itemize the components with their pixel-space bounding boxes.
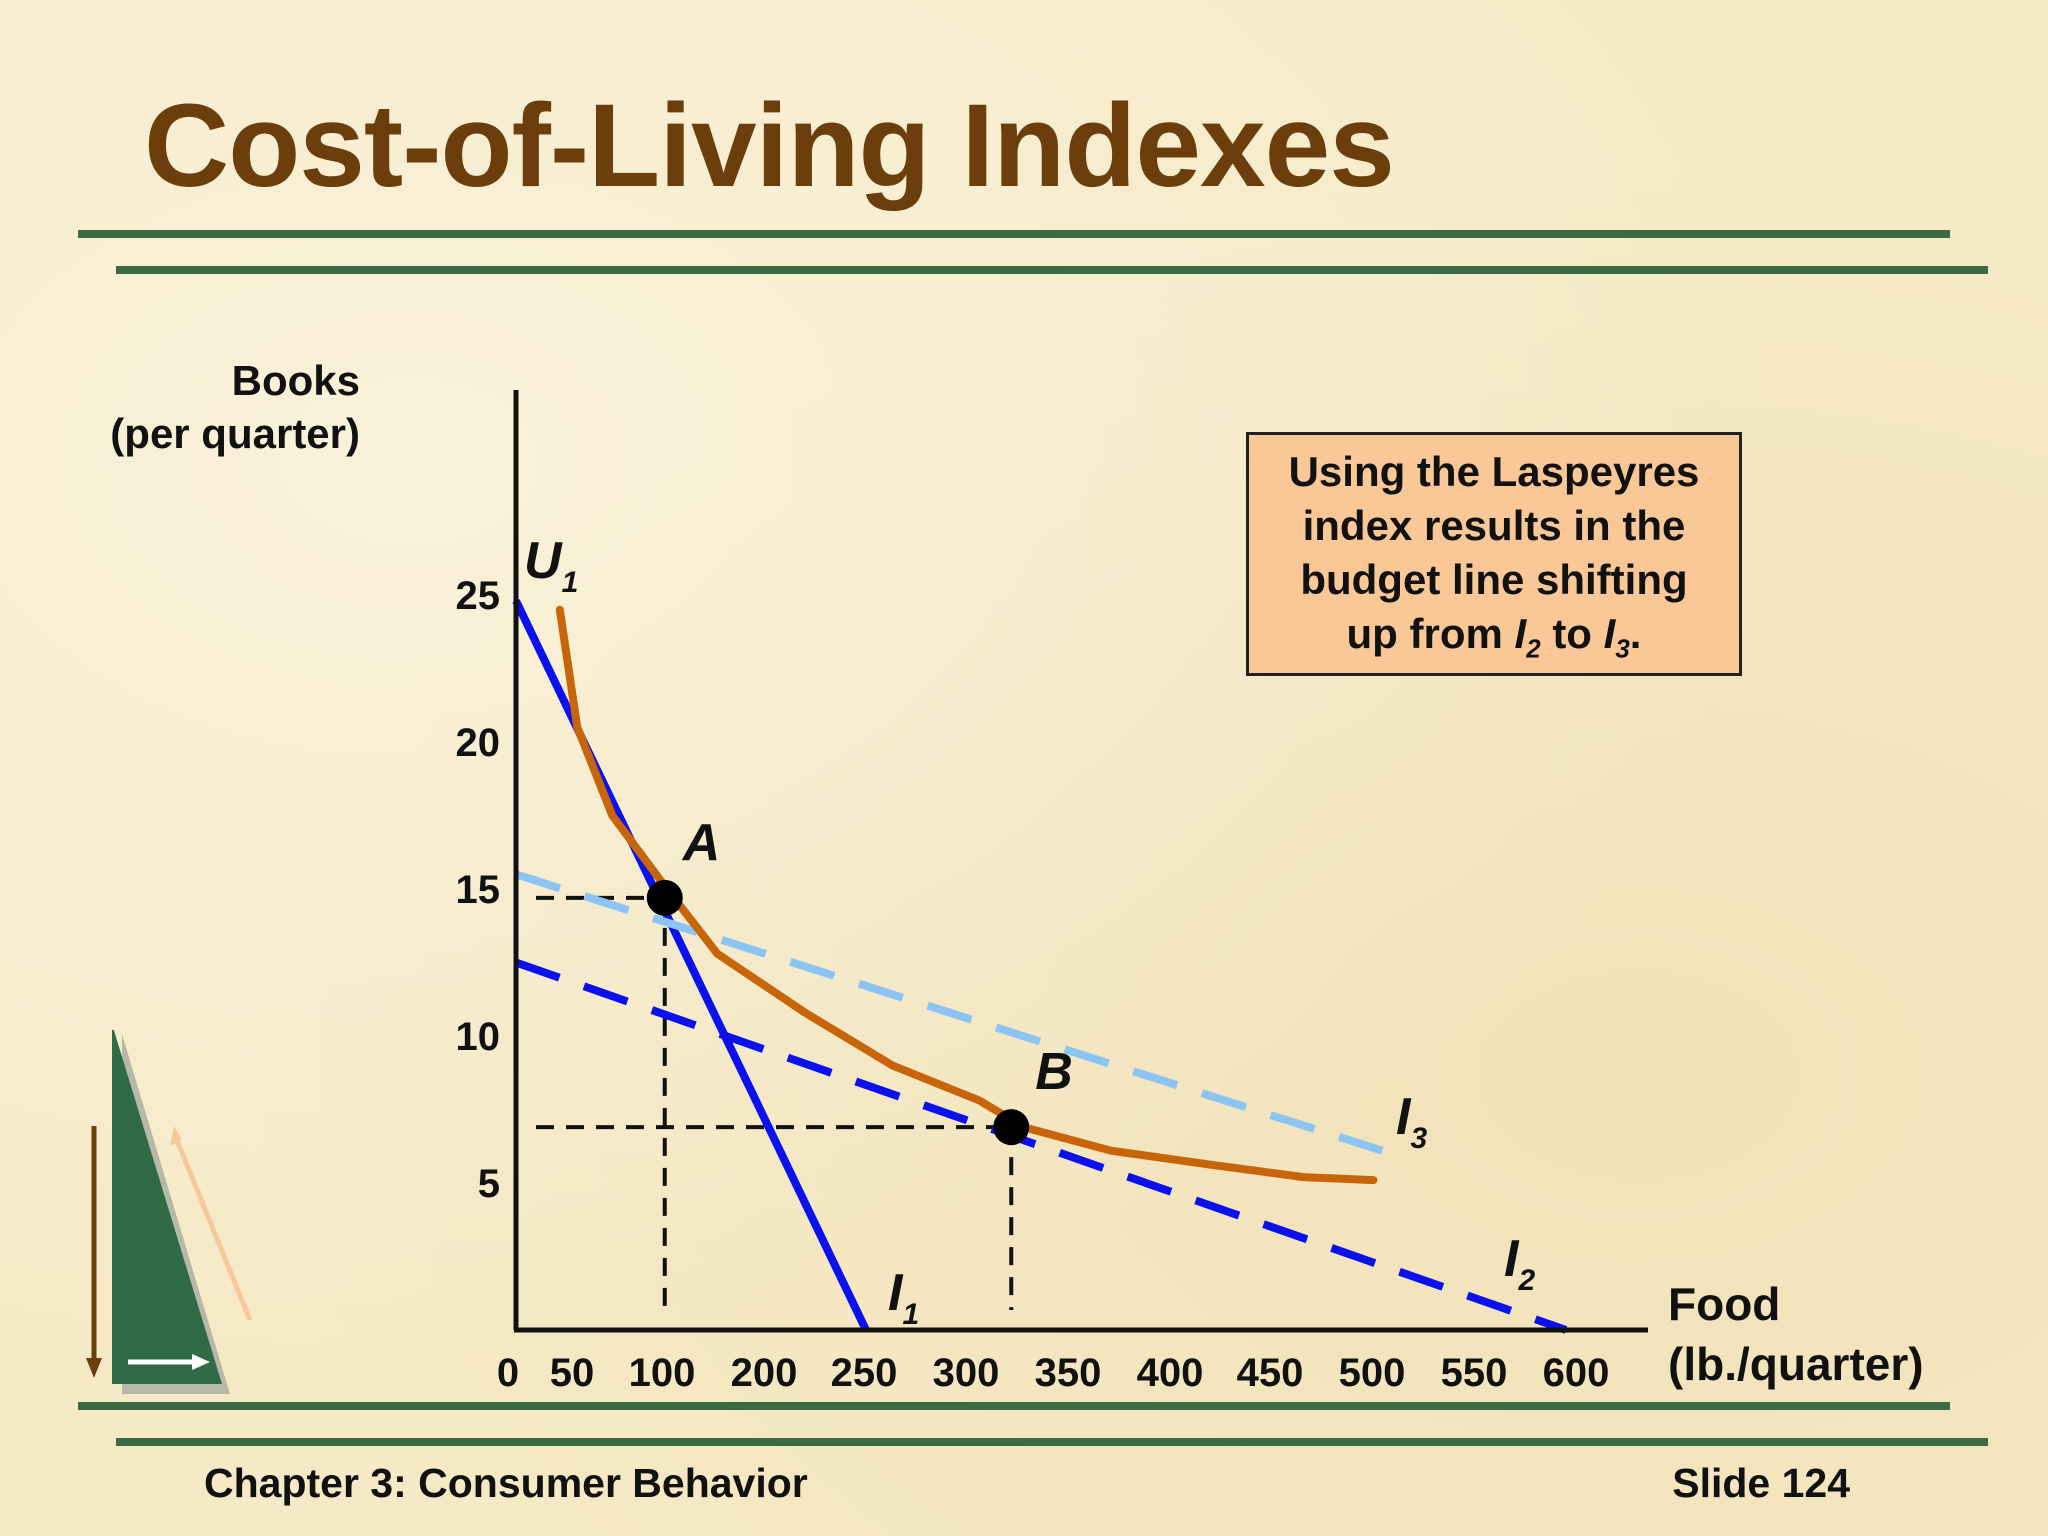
x-tick-600: 600 — [1543, 1351, 1610, 1395]
label-U1-main: U — [524, 532, 563, 590]
up-arrow-shaft — [173, 1137, 253, 1321]
x-tick-550: 550 — [1441, 1351, 1508, 1395]
label-I2-main: I — [1504, 1230, 1520, 1288]
y-axis-title: Books (per quarter) — [110, 354, 360, 460]
footer-chapter: Chapter 3: Consumer Behavior — [204, 1460, 808, 1506]
curve-u1 — [555, 605, 1378, 1185]
callout-line-3: budget line shifting — [1300, 556, 1688, 603]
callout-line-4-prefix: up from — [1346, 610, 1515, 657]
chart-axes — [513, 390, 1648, 1333]
footer-slide-number: Slide 124 — [1672, 1460, 1850, 1506]
label-I3-main: I — [1396, 1088, 1412, 1146]
x-tick-labels: 0 50 100 200 250 300 350 400 450 500 550 600 — [497, 1351, 1610, 1395]
label-I3: I3 — [1396, 1088, 1427, 1155]
point-label-b: B — [1035, 1043, 1073, 1101]
y-tick-5: 5 — [478, 1162, 500, 1206]
chart-points: AB — [646, 814, 1073, 1146]
title-rule-top — [78, 230, 1950, 238]
slide-title: Cost-of-Living Indexes — [144, 80, 1395, 212]
callout-line-4: up from I2 to I3. — [1249, 607, 1739, 661]
line-i2 — [514, 958, 1568, 1334]
triangle-shape — [112, 1030, 222, 1384]
right-arrow-head — [192, 1354, 210, 1370]
label-I2: I2 — [1504, 1230, 1535, 1297]
callout-line-4-to: I — [1603, 610, 1616, 657]
x-tick-300: 300 — [933, 1351, 1000, 1395]
label-I1-main: I — [888, 1264, 904, 1322]
series-labels: U1 I1 I2 I3 — [524, 532, 1535, 1331]
x-axis-title-line1: Food — [1668, 1278, 1781, 1330]
x-tick-100: 100 — [629, 1351, 696, 1395]
callout-box: Using the Laspeyres index results in the… — [1246, 432, 1742, 676]
down-arrow-head — [86, 1358, 102, 1378]
point-b — [993, 1109, 1030, 1146]
label-U1: U1 — [524, 532, 578, 599]
chart-lines — [512, 599, 1568, 1334]
label-I1-sub: 1 — [902, 1298, 919, 1331]
x-axis-title-line2: (lb./quarter) — [1668, 1338, 1924, 1390]
x-tick-500: 500 — [1339, 1351, 1406, 1395]
x-tick-0: 0 — [497, 1351, 519, 1395]
x-tick-450: 450 — [1237, 1351, 1304, 1395]
callout-line-4-end: . — [1629, 610, 1642, 657]
callout-line-4-mid: to — [1540, 610, 1604, 657]
x-tick-50: 50 — [550, 1351, 595, 1395]
callout-line-4-from-sub: 2 — [1526, 633, 1541, 664]
x-tick-250: 250 — [831, 1351, 898, 1395]
point-label-a: A — [681, 814, 721, 872]
label-U1-sub: 1 — [562, 566, 579, 599]
line-i3 — [514, 870, 1384, 1155]
y-axis-title-line2: (per quarter) — [110, 410, 360, 457]
y-tick-15: 15 — [456, 868, 501, 912]
x-tick-400: 400 — [1137, 1351, 1204, 1395]
y-tick-25: 25 — [456, 574, 501, 618]
label-I3-sub: 3 — [1410, 1122, 1427, 1155]
callout-line-1: Using the Laspeyres — [1288, 448, 1700, 495]
y-tick-labels: 5 10 15 20 25 — [456, 574, 501, 1206]
x-tick-200: 200 — [731, 1351, 798, 1395]
label-I2-sub: 2 — [1517, 1264, 1535, 1297]
footer-rule-bottom — [116, 1438, 1988, 1446]
footer-rule-top — [78, 1402, 1950, 1410]
y-tick-10: 10 — [456, 1015, 501, 1059]
callout-line-4-from: I — [1514, 610, 1527, 657]
title-rule-bottom — [116, 266, 1988, 274]
x-axis-title: Food (lb./quarter) — [1668, 1274, 1924, 1394]
dashed-guides — [536, 895, 1014, 1310]
y-tick-20: 20 — [456, 721, 501, 765]
callout-line-2: index results in the — [1302, 502, 1686, 549]
point-a — [646, 879, 683, 916]
up-arrow-head — [170, 1126, 182, 1146]
decorative-triangle-logo — [86, 1030, 253, 1394]
label-I1: I1 — [888, 1264, 919, 1331]
y-axis-title-line1: Books — [231, 357, 360, 404]
callout-line-4-to-sub: 3 — [1615, 633, 1630, 664]
x-tick-350: 350 — [1035, 1351, 1102, 1395]
